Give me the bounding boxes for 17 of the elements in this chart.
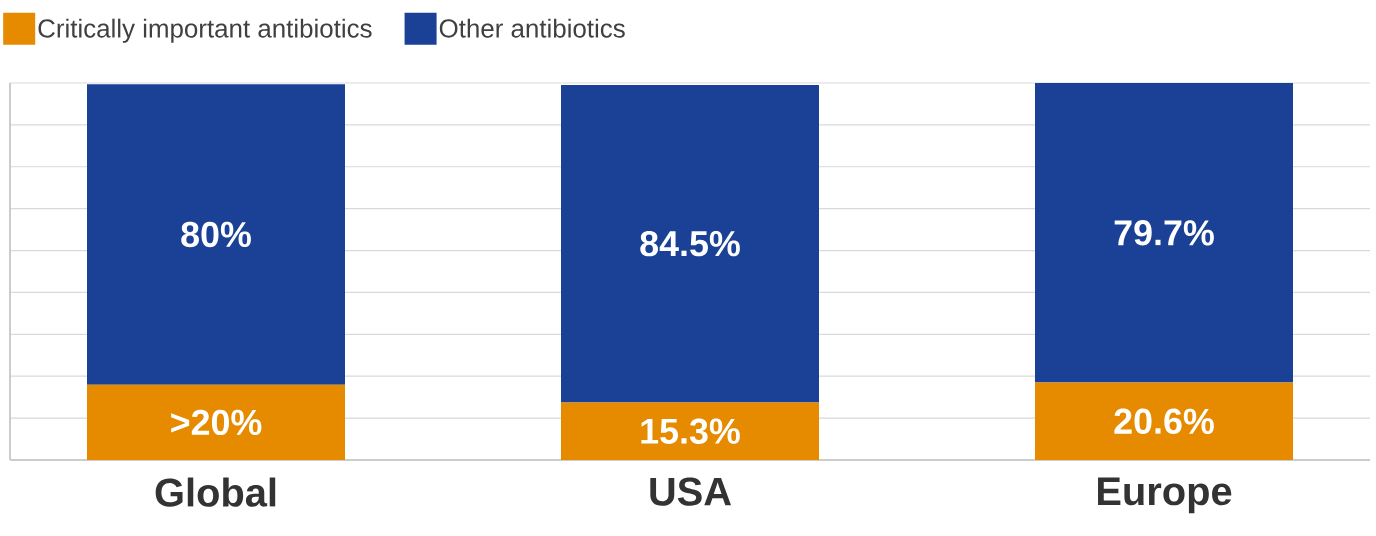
data-label: 20.6% — [1114, 408, 1214, 434]
legend-label: Critically important antibiotics — [38, 18, 372, 43]
bar — [87, 384, 345, 460]
data-label: 79.7% — [1114, 220, 1214, 246]
data-label: 84.5% — [640, 231, 740, 257]
x-tick-label: USA — [650, 477, 731, 506]
data-label: >20% — [171, 409, 262, 436]
x-tick-label: Global — [155, 477, 276, 507]
data-label: 15.3% — [641, 418, 740, 444]
legend-label: Other antibiotics — [439, 18, 625, 38]
x-tick-label: Europe — [1098, 477, 1232, 514]
bar — [87, 84, 345, 385]
bar — [1034, 83, 1293, 383]
bar — [561, 84, 819, 403]
bar — [561, 402, 819, 460]
data-label: 80% — [181, 221, 251, 248]
bar — [1034, 382, 1293, 460]
